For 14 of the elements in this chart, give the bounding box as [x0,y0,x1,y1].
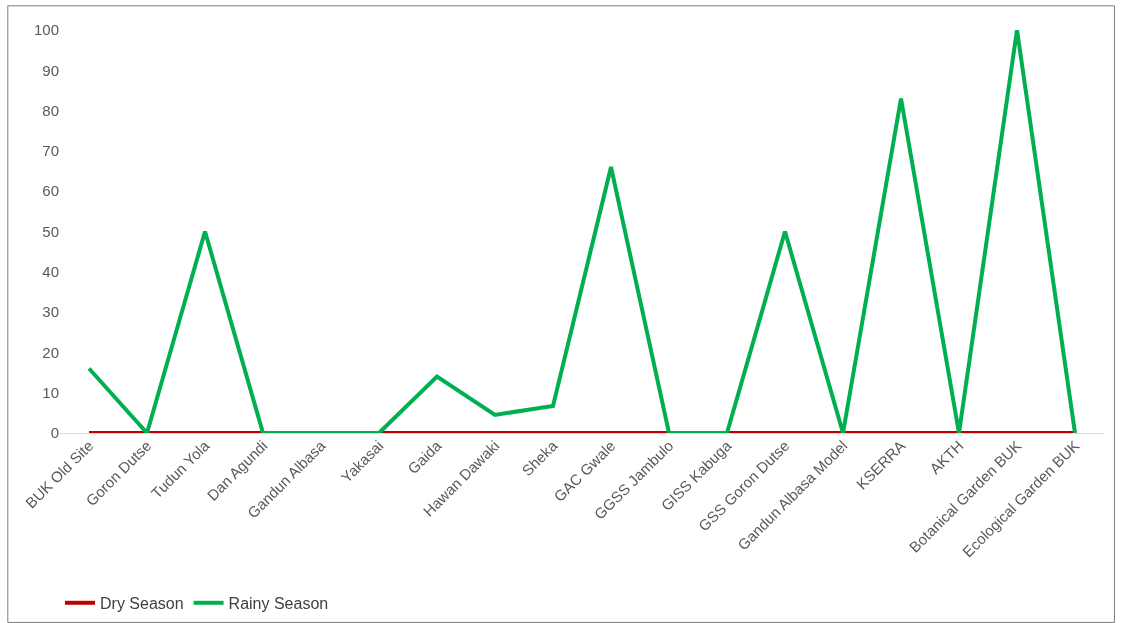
y-tick-label: 10 [42,383,59,401]
y-tick-label: 40 [42,263,59,281]
y-tick-label: 70 [42,142,59,160]
line-series [87,30,1077,433]
y-tick-label: 60 [42,182,59,200]
y-tick-label: 50 [42,222,59,240]
y-tick-label: 80 [42,101,59,119]
y-tick-label: 30 [42,303,59,321]
y-tick-label: 20 [42,343,59,361]
y-tick-label: 90 [42,61,59,79]
y-tick-label: 0 [50,424,59,442]
legend-label: Dry Season [100,595,184,613]
y-tick-label: 100 [33,21,59,39]
legend-label: Rainy Season [228,595,329,613]
